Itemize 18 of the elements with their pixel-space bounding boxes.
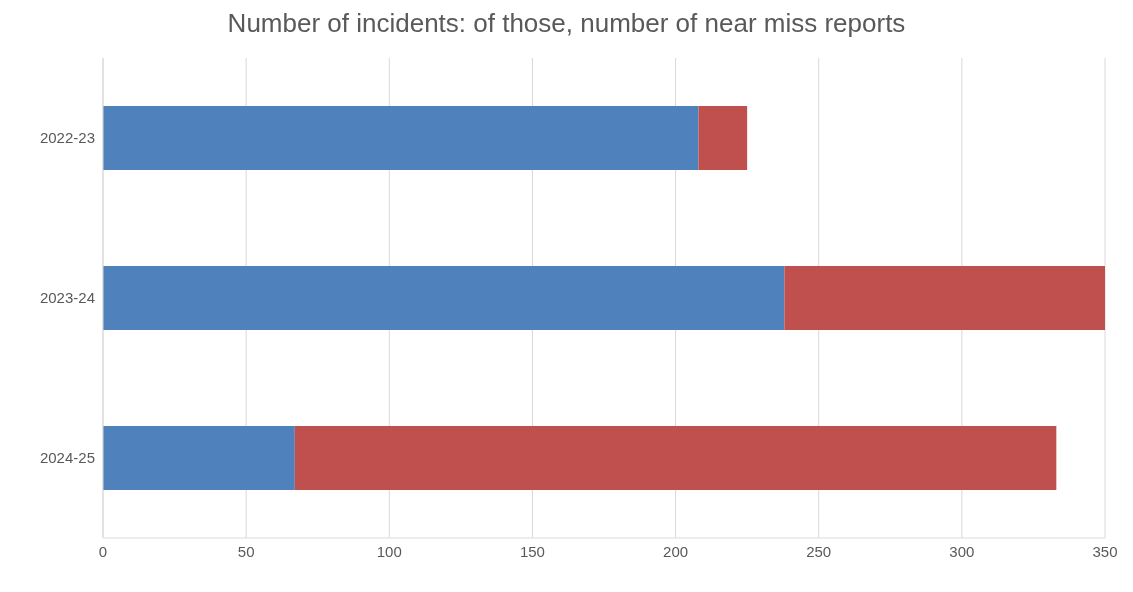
chart-title: Number of incidents: of those, number of near miss reports — [226, 8, 907, 40]
bar — [103, 106, 699, 170]
bar — [698, 106, 748, 170]
x-tick-label: 0 — [98, 542, 108, 560]
bar — [103, 266, 785, 330]
x-tick-label: 300 — [949, 542, 975, 560]
x-tick-label: 350 — [1092, 542, 1118, 560]
x-tick-label: 250 — [806, 542, 832, 560]
y-tick-label: 2023-24 — [39, 289, 95, 307]
bar — [294, 426, 1057, 490]
x-tick-label: 150 — [519, 542, 545, 560]
x-tick-label: 50 — [237, 542, 255, 560]
x-tick-label: 200 — [663, 542, 689, 560]
x-tick-label: 100 — [376, 542, 402, 560]
bar — [103, 426, 295, 490]
y-tick-label: 2024-25 — [39, 449, 95, 467]
y-tick-label: 2022-23 — [39, 129, 95, 147]
bar — [784, 266, 1105, 330]
